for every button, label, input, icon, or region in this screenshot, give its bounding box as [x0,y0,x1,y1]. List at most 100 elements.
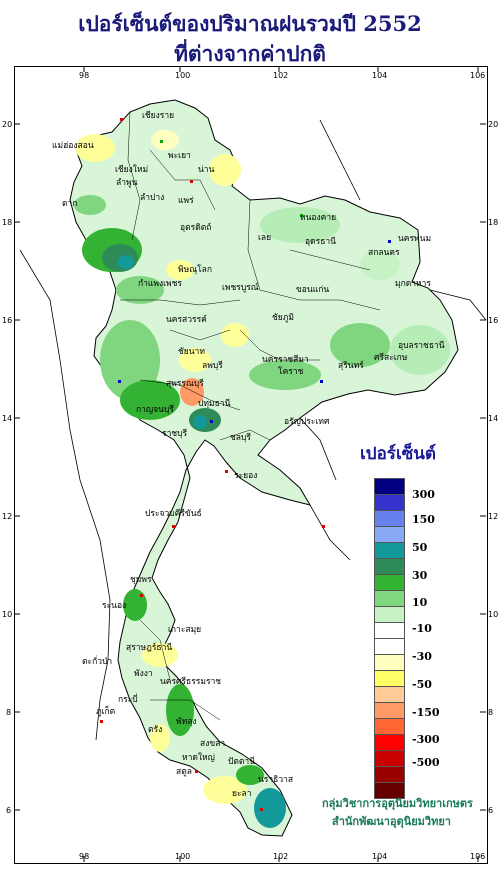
lat-tick-right: 10 [488,610,498,619]
anomaly-patches [74,130,450,828]
legend-swatch [374,638,405,654]
province-label: หาดใหญ่ [182,752,215,763]
legend-label: 30 [412,569,428,582]
province-label: เกาะสมุย [168,625,201,635]
legend-swatch [374,526,405,542]
lat-tick-left: 8 [6,708,11,717]
province-label: อรัญประเทศ [284,417,330,427]
legend-swatch [374,622,405,638]
province-label: ประจวบคีรีขันธ์ [145,508,202,519]
province-label: สุพรรณบุรี [166,378,204,389]
lat-tick-right: 18 [488,218,498,227]
legend-swatch [374,478,405,494]
lon-tick-top: 104 [372,71,387,80]
legend-label: 10 [412,596,428,609]
lat-tick-left: 20 [2,120,12,129]
lon-tick-top: 100 [175,71,190,80]
station-markers [100,118,391,811]
legend-label: 300 [412,488,435,501]
province-label: อุดรธานี [305,236,336,247]
province-label: ระยอง [234,471,257,481]
neighbour-border [19,119,487,741]
lon-tick-top: 98 [79,71,89,80]
province-label: กำแพงเพชร [138,279,182,289]
legend-swatch [374,510,405,526]
thailand-landmass [69,99,459,837]
lat-tick-right: 20 [488,120,498,129]
province-label: ตรัง [148,725,162,735]
lat-tick-right: 12 [488,512,498,521]
lat-tick-right: 8 [488,708,493,717]
province-label: กระบี่ [118,693,138,705]
legend-label: -150 [412,706,440,719]
lon-tick-bottom: 106 [470,852,485,861]
legend-swatch [374,766,405,782]
province-label: ลำปาง [140,193,164,203]
legend-label: -500 [412,756,440,769]
province-label: นครราชสีมา [262,354,309,365]
province-label: ชัยนาท [178,347,205,357]
province-label: ปัตตานี [228,756,255,767]
province-label: นครศรีธรรมราช [160,676,221,687]
province-label: ชัยภูมิ [272,313,294,323]
province-label: กาญจนบุรี [136,404,174,415]
lon-tick-bottom: 100 [175,852,190,861]
province-labels: เชียงราย แม่ฮ่องสอน พะเยา เชียงใหม่ ลำพู… [52,110,445,799]
legend-swatch [374,494,405,510]
province-label: แม่ฮ่องสอน [52,141,94,151]
legend-color-bar [374,478,405,799]
province-label: หนองคาย [300,213,336,223]
province-label: สตูล [176,767,192,777]
province-label: ภูเก็ต [96,705,115,717]
province-label: ปทุมธานี [198,398,231,409]
legend-label: 150 [412,513,435,526]
lon-tick-labels: 98 100 102 104 106 98 100 102 104 106 [79,71,485,861]
legend-swatch [374,750,405,766]
province-label: ยะลา [232,789,252,799]
credit-line2: สำนักพัฒนาอุตุนิยมวิทยา [332,815,451,828]
lon-tick-bottom: 102 [273,852,288,861]
province-label: เลย [258,233,271,243]
province-label: ตะกั่วป่า [82,655,112,667]
legend-label: 50 [412,541,428,554]
province-label: ระนอง [102,601,126,611]
lon-tick-top: 102 [273,71,288,80]
province-label: ชุมพร [130,575,152,585]
legend-label: -30 [412,650,432,663]
province-label: สุราษฎร์ธานี [126,642,172,653]
lat-tick-left: 16 [2,316,12,325]
lat-tick-right: 14 [488,414,498,423]
province-label: สุรินทร์ [338,360,364,371]
lat-tick-labels: 20 18 16 14 12 10 8 6 20 18 16 14 12 10 … [2,120,498,815]
province-label: พัทลุง [176,717,197,727]
province-label: อุบลราชธานี [398,340,445,351]
province-label: นราธิวาส [258,775,294,785]
province-label: ศรีสะเกษ [374,352,408,363]
credit-line1: กลุ่มวิชาการอุตุนิยมวิทยาเกษตร [322,797,473,810]
province-label: มุกดาหาร [395,279,431,289]
legend-label: -50 [412,678,432,691]
lat-tick-left: 10 [2,610,12,619]
province-label: อุตรดิตถ์ [180,222,211,233]
legend-swatch [374,734,405,750]
province-label: โคราช [278,366,304,377]
legend-title: เปอร์เซ็นต์ [360,444,436,464]
tick-marks [14,66,486,862]
legend-swatch [374,606,405,622]
province-borders [120,111,381,721]
legend-swatch [374,590,405,606]
province-label: น่าน [198,165,215,175]
province-label: ตาก [62,199,77,209]
lon-tick-top: 106 [470,71,485,80]
color-legend: 300 150 50 30 10 -10 -30 -50 -150 -300 -… [374,478,440,799]
legend-swatch [374,702,405,718]
legend-label: -300 [412,733,440,746]
lat-tick-right: 6 [488,806,493,815]
province-label: เชียงราย [142,110,174,121]
province-label: นครสวรรค์ [166,314,207,325]
province-label: ขอนแก่น [296,285,329,295]
lon-tick-bottom: 104 [372,852,387,861]
legend-swatch [374,718,405,734]
province-label: ราชบุรี [162,428,188,439]
